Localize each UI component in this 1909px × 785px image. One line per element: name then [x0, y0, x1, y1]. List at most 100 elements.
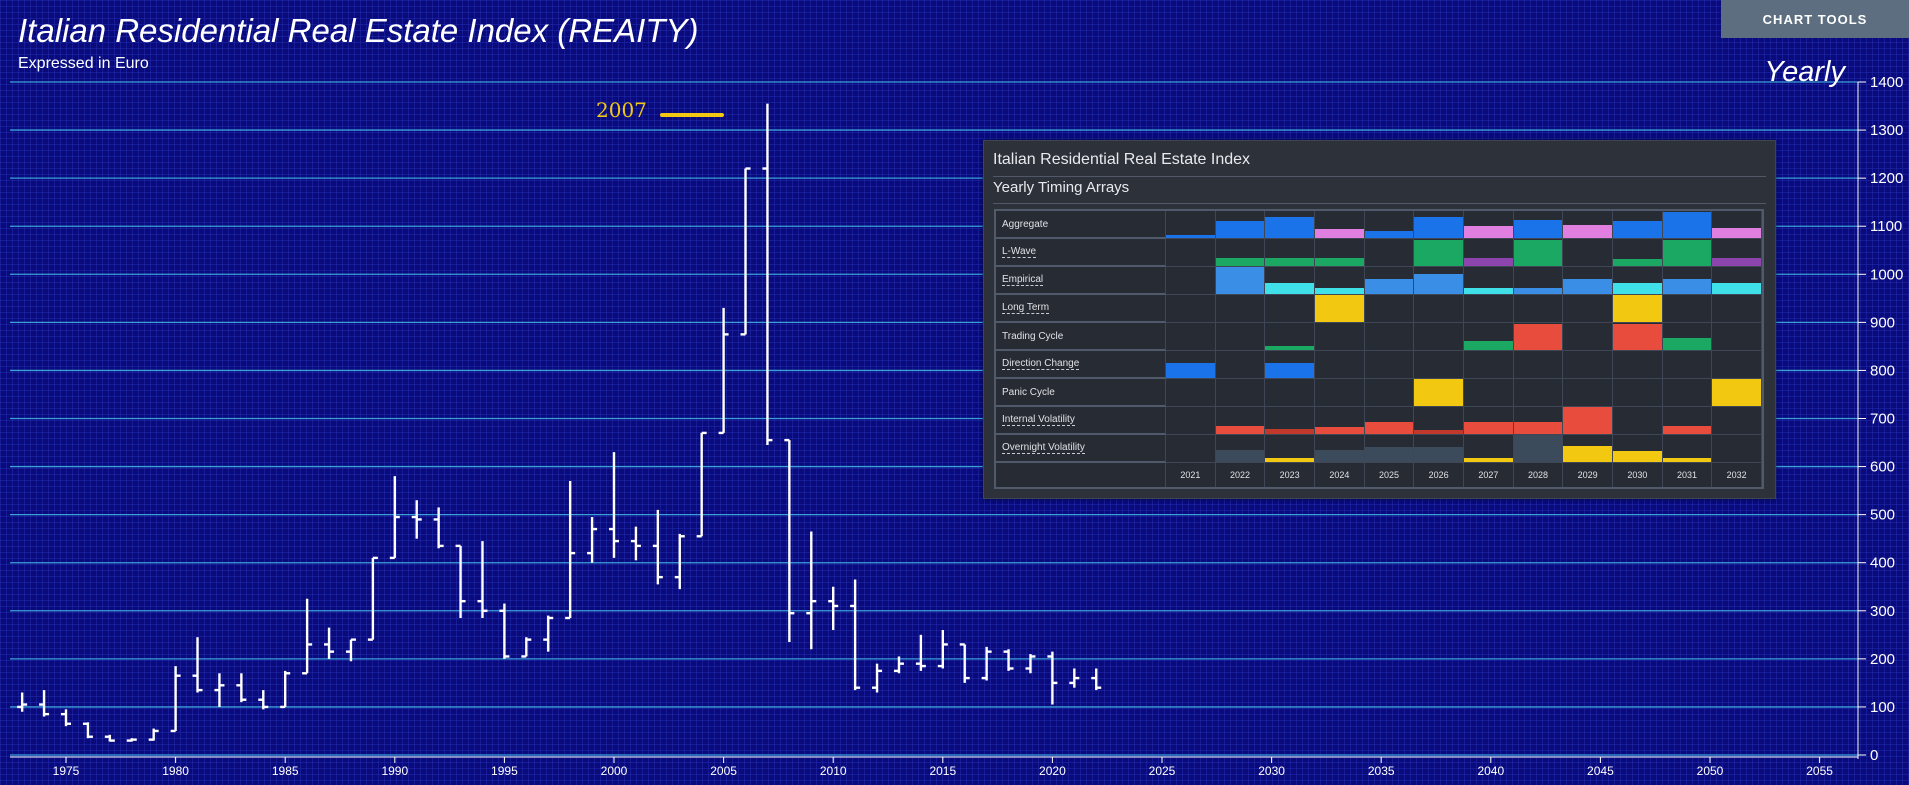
y-tick-label: 1100: [1870, 218, 1902, 235]
y-tick-label: 1300: [1870, 122, 1903, 139]
x-tick-label: 2050: [1697, 764, 1724, 778]
timing-cell: [1563, 435, 1613, 463]
timing-bar: [1513, 240, 1563, 266]
ohlc-bar: [148, 728, 159, 741]
timing-year-label: 2021: [1166, 463, 1216, 487]
ohlc-bar: [411, 500, 422, 539]
y-tick-label: 300: [1870, 603, 1895, 620]
timing-bar: [1265, 363, 1314, 378]
timing-cell: [1315, 435, 1365, 463]
ohlc-bar: [302, 598, 313, 675]
timing-cell: [1464, 211, 1514, 239]
ohlc-bar: [1003, 649, 1014, 671]
y-tick-label: 600: [1870, 459, 1895, 476]
timing-cell: [1215, 435, 1266, 463]
y-tick-label: 1200: [1870, 170, 1903, 187]
ohlc-bar: [718, 307, 729, 435]
timing-bar: [1215, 257, 1265, 266]
timing-row-label-text: Empirical: [1002, 274, 1044, 286]
annotation-2007-marker: [660, 113, 724, 117]
timing-bar: [1563, 445, 1612, 462]
x-tick-label: 2040: [1477, 764, 1504, 778]
timing-bar: [1563, 224, 1612, 238]
timing-bar: [1265, 428, 1314, 434]
timing-bar: [1215, 449, 1265, 462]
timing-cell: [1265, 435, 1315, 463]
timing-bar: [1464, 340, 1513, 350]
ohlc-bar: [784, 438, 795, 643]
timing-bar: [1662, 457, 1712, 462]
timing-row-label: Trading Cycle: [996, 323, 1166, 351]
timing-cell: [1662, 435, 1713, 463]
timing-bar: [1265, 257, 1314, 266]
ohlc-bar: [521, 637, 532, 658]
ohlc-bar: [17, 692, 28, 712]
timing-cell: [1315, 379, 1365, 407]
panel-divider: [993, 203, 1766, 204]
timing-bar: [1265, 345, 1314, 350]
timing-bar: [1215, 425, 1265, 434]
timing-bar: [1315, 295, 1364, 322]
timing-bar: [1712, 379, 1761, 406]
x-tick-label: 1975: [53, 764, 80, 778]
ohlc-bar: [170, 666, 181, 733]
ohlc-bar: [872, 663, 883, 693]
timing-bar: [1215, 221, 1265, 238]
y-tick-label: 100: [1870, 699, 1895, 716]
ohlc-bar: [345, 638, 356, 662]
timing-cell: [1563, 295, 1613, 323]
ohlc-bar: [236, 673, 247, 703]
timing-cell: [1662, 267, 1713, 295]
timing-bar: [1513, 324, 1563, 350]
timing-bar: [1613, 295, 1662, 322]
x-tick-label: 2010: [820, 764, 847, 778]
timing-cell: [1166, 239, 1216, 267]
timing-row-label: Aggregate: [996, 211, 1166, 239]
timing-cell: [1662, 295, 1713, 323]
x-tick-label: 2055: [1806, 764, 1833, 778]
ohlc-bar: [324, 627, 335, 659]
chart-tools-button[interactable]: CHART TOOLS: [1721, 0, 1909, 38]
timing-cell: [1215, 323, 1266, 351]
timing-bar: [1464, 225, 1513, 238]
timing-bar: [1215, 267, 1265, 294]
timing-bar: [1414, 273, 1463, 294]
timing-bar: [1712, 283, 1761, 294]
x-tick-label: 1995: [491, 764, 518, 778]
ohlc-bar: [499, 603, 510, 659]
timing-cell: [1315, 295, 1365, 323]
timing-bar: [1265, 457, 1314, 462]
timing-cell: [1464, 323, 1514, 351]
timing-cell: [1265, 211, 1315, 239]
timing-cell: [1513, 323, 1564, 351]
timing-cell: [1364, 351, 1415, 379]
ohlc-bar: [915, 634, 926, 671]
timing-cell: [1513, 211, 1564, 239]
ohlc-bar: [1025, 654, 1036, 674]
timing-cell: [1513, 295, 1564, 323]
timing-bar: [1364, 421, 1414, 434]
timing-year-label: 2022: [1215, 463, 1266, 487]
timing-cell: [1662, 407, 1713, 435]
timing-cell: [1265, 379, 1315, 407]
timing-cell: [1712, 295, 1762, 323]
period-label: Yearly: [1764, 56, 1845, 88]
timing-cell: [1414, 379, 1464, 407]
x-tick-label: 2045: [1587, 764, 1614, 778]
timing-cell: [1364, 267, 1415, 295]
timing-bar: [1464, 421, 1513, 434]
ohlc-bar: [280, 670, 291, 709]
timing-cell: [1166, 267, 1216, 295]
timing-cell: [1662, 379, 1713, 407]
chart-subtitle: Expressed in Euro: [18, 55, 149, 72]
ohlc-bar: [104, 734, 115, 742]
timing-cell: [1414, 435, 1464, 463]
timing-cell: [1563, 407, 1613, 435]
year-row-blank: [996, 463, 1166, 487]
ohlc-bar: [214, 673, 225, 707]
timing-cell: [1166, 351, 1216, 379]
timing-cell: [1414, 211, 1464, 239]
timing-cell: [1265, 323, 1315, 351]
timing-cell: [1513, 407, 1564, 435]
